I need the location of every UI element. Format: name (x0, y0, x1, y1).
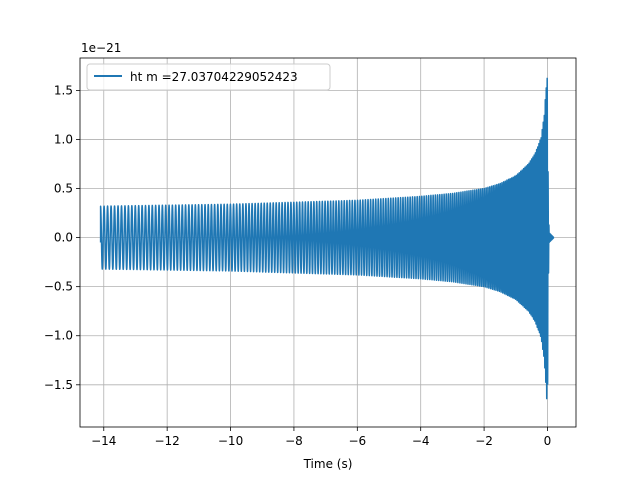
x-tick-label: 0 (544, 434, 552, 448)
x-axis-ticks: −14 −12 −10 −8 −6 −4 −2 0 (91, 427, 551, 448)
x-tick-label: −12 (154, 434, 179, 448)
y-tick-label: 0.5 (54, 182, 73, 196)
y-tick-label: 0.0 (54, 231, 73, 245)
x-tick-label: −4 (412, 434, 430, 448)
x-tick-label: −10 (218, 434, 243, 448)
legend-box (86, 63, 331, 91)
y-tick-label: 1.5 (54, 83, 73, 97)
x-tick-label: −2 (475, 434, 493, 448)
y-axis-ticks: −1.5 −1.0 −0.5 0.0 0.5 1.0 1.5 (44, 83, 80, 392)
y-tick-label: 1.0 (54, 132, 73, 146)
waveform-line (99, 77, 555, 400)
legend: ht m =27.03704229052423 (86, 63, 331, 91)
plot-frame (79, 57, 577, 428)
x-tick-label: −6 (348, 434, 366, 448)
legend-label: ht m =27.03704229052423 (130, 70, 298, 84)
waveform-series (99, 77, 555, 400)
y-tick-label: −1.0 (44, 329, 73, 343)
y-offset-label: 1e−21 (81, 41, 121, 55)
x-axis-label: Time (s) (303, 457, 353, 471)
y-tick-label: −0.5 (44, 280, 73, 294)
x-tick-label: −14 (91, 434, 116, 448)
y-tick-label: −1.5 (44, 378, 73, 392)
x-tick-label: −8 (285, 434, 303, 448)
